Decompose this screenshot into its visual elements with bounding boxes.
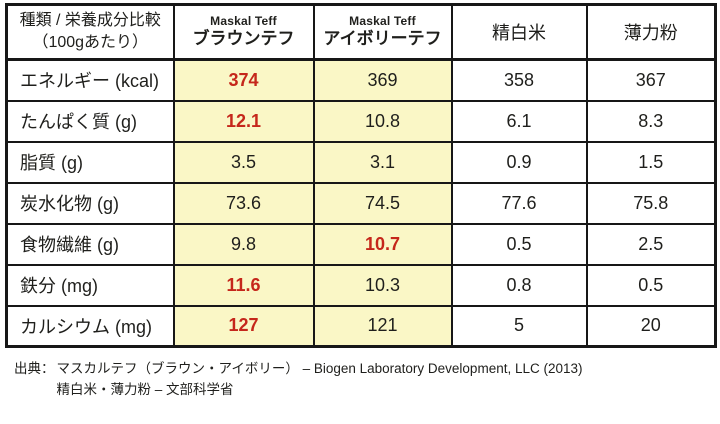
table-row-energy: エネルギー (kcal) 374 369 358 367 bbox=[5, 58, 717, 102]
value-cell: 74.5 bbox=[312, 181, 453, 225]
ivory-teff-label: アイボリーテフ bbox=[323, 28, 442, 48]
value-cell: 127 bbox=[172, 304, 315, 348]
value-cell: 5 bbox=[450, 304, 588, 348]
row-label: 脂質 (g) bbox=[5, 140, 175, 184]
value-cell: 2.5 bbox=[585, 222, 717, 266]
brown-teff-label: ブラウンテフ bbox=[192, 28, 295, 48]
column-header-cake-flour: 薄力粉 bbox=[585, 3, 717, 61]
value-cell: 77.6 bbox=[450, 181, 588, 225]
category-title: 種類 / 栄養成分比較 bbox=[19, 12, 161, 30]
value-cell: 10.7 bbox=[312, 222, 453, 266]
table-row-protein: たんぱく質 (g) 12.1 10.8 6.1 8.3 bbox=[5, 99, 717, 143]
row-label: カルシウム (mg) bbox=[5, 304, 175, 348]
value-cell: 10.3 bbox=[312, 263, 453, 307]
table-row-carbohydrate: 炭水化物 (g) 73.6 74.5 77.6 75.8 bbox=[5, 181, 717, 225]
column-header-white-rice: 精白米 bbox=[450, 3, 588, 61]
value-cell: 369 bbox=[312, 58, 453, 102]
value-cell: 0.5 bbox=[585, 263, 717, 307]
column-header-ivory-teff: Maskal Teff アイボリーテフ bbox=[312, 3, 453, 61]
value-cell: 11.6 bbox=[172, 263, 315, 307]
value-cell: 6.1 bbox=[450, 99, 588, 143]
brand-label: Maskal Teff bbox=[349, 13, 416, 28]
table-row-iron: 鉄分 (mg) 11.6 10.3 0.8 0.5 bbox=[5, 263, 717, 307]
table-row-fiber: 食物繊維 (g) 9.8 10.7 0.5 2.5 bbox=[5, 222, 717, 266]
value-cell: 374 bbox=[172, 58, 315, 102]
brand-label: Maskal Teff bbox=[210, 13, 277, 28]
row-label: エネルギー (kcal) bbox=[5, 58, 175, 102]
source-line-1: マスカルテフ（ブラウン・アイボリー） – Biogen Laboratory D… bbox=[56, 361, 583, 376]
value-cell: 20 bbox=[585, 304, 717, 348]
value-cell: 75.8 bbox=[585, 181, 717, 225]
row-label: 炭水化物 (g) bbox=[5, 181, 175, 225]
table-row-calcium: カルシウム (mg) 127 121 5 20 bbox=[5, 304, 717, 348]
value-cell: 358 bbox=[450, 58, 588, 102]
category-header-cell: 種類 / 栄養成分比較 （100gあたり） bbox=[5, 3, 175, 61]
row-label: たんぱく質 (g) bbox=[5, 99, 175, 143]
value-cell: 8.3 bbox=[585, 99, 717, 143]
source-label: 出典： bbox=[14, 361, 55, 376]
value-cell: 121 bbox=[312, 304, 453, 348]
header-row: 種類 / 栄養成分比較 （100gあたり） Maskal Teff ブラウンテフ… bbox=[5, 3, 717, 61]
category-subtitle: （100gあたり） bbox=[32, 34, 149, 51]
value-cell: 12.1 bbox=[172, 99, 315, 143]
value-cell: 367 bbox=[585, 58, 717, 102]
value-cell: 0.9 bbox=[450, 140, 588, 184]
value-cell: 0.8 bbox=[450, 263, 588, 307]
value-cell: 73.6 bbox=[172, 181, 315, 225]
value-cell: 9.8 bbox=[172, 222, 315, 266]
row-label: 鉄分 (mg) bbox=[5, 263, 175, 307]
value-cell: 10.8 bbox=[312, 99, 453, 143]
value-cell: 1.5 bbox=[585, 140, 717, 184]
source-line-2: 精白米・薄力粉 – 文部科学省 bbox=[56, 381, 234, 397]
table-row-fat: 脂質 (g) 3.5 3.1 0.9 1.5 bbox=[5, 140, 717, 184]
source-note: 出典： マスカルテフ（ブラウン・アイボリー） – Biogen Laborato… bbox=[14, 359, 720, 401]
row-label: 食物繊維 (g) bbox=[5, 222, 175, 266]
column-header-brown-teff: Maskal Teff ブラウンテフ bbox=[172, 3, 315, 61]
value-cell: 3.5 bbox=[172, 140, 315, 184]
nutrition-comparison-table: 種類 / 栄養成分比較 （100gあたり） Maskal Teff ブラウンテフ… bbox=[5, 3, 717, 348]
value-cell: 0.5 bbox=[450, 222, 588, 266]
value-cell: 3.1 bbox=[312, 140, 453, 184]
